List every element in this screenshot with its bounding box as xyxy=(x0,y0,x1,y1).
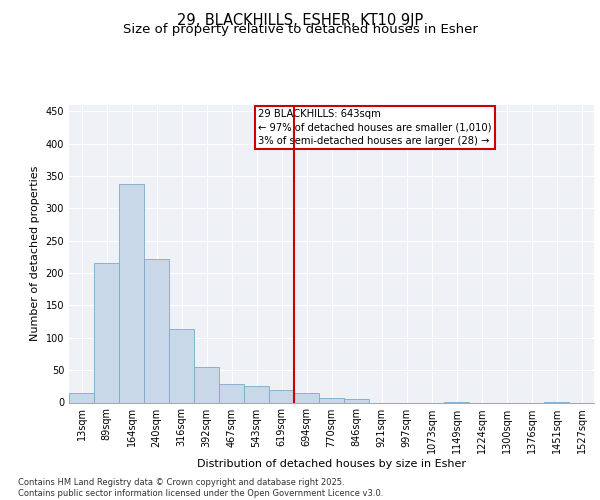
Bar xyxy=(319,398,344,402)
Bar xyxy=(119,184,144,402)
Bar xyxy=(169,330,194,402)
Text: Contains HM Land Registry data © Crown copyright and database right 2025.
Contai: Contains HM Land Registry data © Crown c… xyxy=(18,478,383,498)
Y-axis label: Number of detached properties: Number of detached properties xyxy=(30,166,40,342)
Bar xyxy=(344,398,369,402)
Text: 29, BLACKHILLS, ESHER, KT10 9JP: 29, BLACKHILLS, ESHER, KT10 9JP xyxy=(177,12,423,28)
Bar xyxy=(144,259,169,402)
X-axis label: Distribution of detached houses by size in Esher: Distribution of detached houses by size … xyxy=(197,458,466,468)
Bar xyxy=(219,384,244,402)
Text: Size of property relative to detached houses in Esher: Size of property relative to detached ho… xyxy=(122,22,478,36)
Text: 29 BLACKHILLS: 643sqm
← 97% of detached houses are smaller (1,010)
3% of semi-de: 29 BLACKHILLS: 643sqm ← 97% of detached … xyxy=(258,110,491,146)
Bar xyxy=(69,393,94,402)
Bar xyxy=(244,386,269,402)
Bar xyxy=(194,367,219,402)
Bar xyxy=(294,393,319,402)
Bar xyxy=(94,263,119,402)
Bar xyxy=(269,390,294,402)
